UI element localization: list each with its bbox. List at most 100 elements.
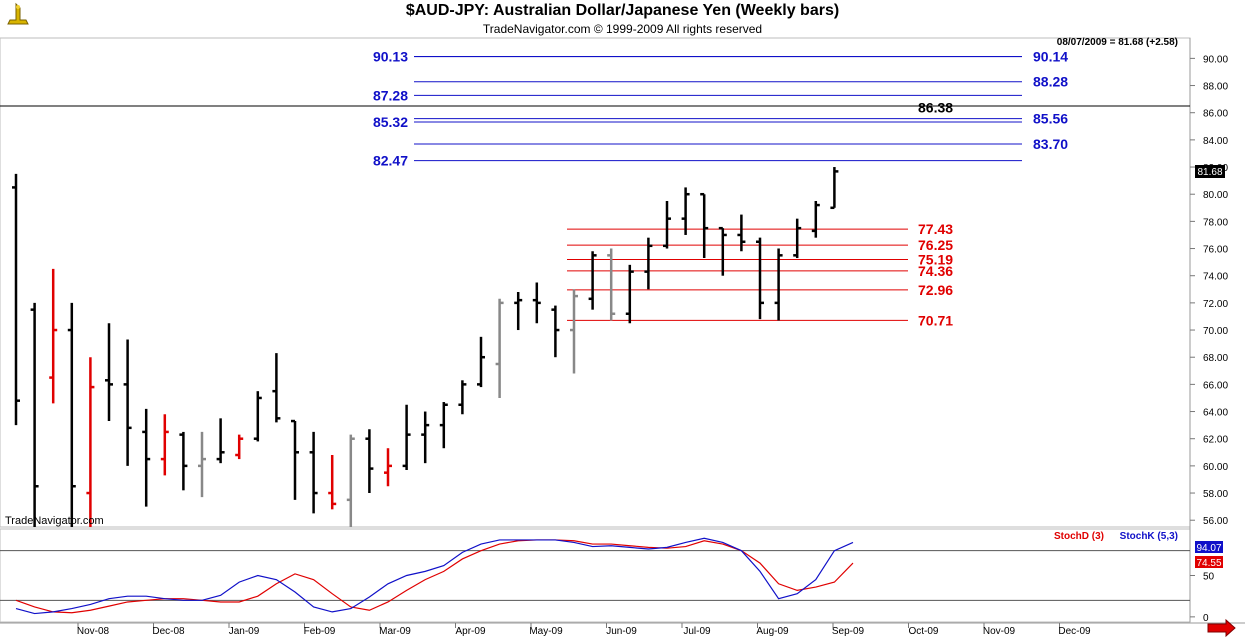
x-tick-label: Nov-09 — [983, 626, 1016, 637]
price-axis: 56.00 58.00 60.00 62.00 64.00 66.00 68.00 70.00… — [1190, 54, 1228, 527]
price-bar — [551, 305, 560, 358]
y-tick-label: 68.00 — [1203, 353, 1228, 364]
y-tick-label: 56.00 — [1203, 516, 1228, 527]
price-panel — [0, 37, 1191, 528]
price-bar — [570, 289, 578, 374]
last-quote-text: 08/07/2009 = 81.68 (+2.58) — [1057, 37, 1178, 48]
price-bar — [793, 218, 802, 259]
price-bar — [142, 408, 151, 507]
price-bar — [700, 192, 709, 259]
price-bar — [756, 237, 764, 320]
blue-level-label-left: 85.32 — [373, 114, 408, 130]
price-bar — [365, 429, 374, 494]
blue-level-label-right: 85.56 — [1033, 111, 1068, 127]
trade-navigator-logo-icon — [4, 2, 32, 33]
red-level-label: 75.19 — [918, 252, 953, 268]
x-tick-label: Jan-09 — [229, 626, 260, 637]
stoch-d-value: 74.55 — [1196, 558, 1221, 569]
x-tick-label: Sep-09 — [832, 626, 865, 637]
scroll-right-arrow-icon[interactable] — [1207, 618, 1236, 638]
stochastic-panel — [0, 528, 1191, 623]
price-bar — [30, 302, 39, 527]
x-tick-label: Apr-09 — [455, 626, 485, 637]
stochastic-lines: 0 50 — [0, 537, 1215, 624]
y-tick-label: 86.00 — [1203, 109, 1228, 120]
price-bar — [235, 434, 244, 460]
y-tick-label: 70.00 — [1203, 326, 1228, 337]
watermark-text: TradeNavigator.com — [5, 515, 104, 527]
price-bar — [216, 418, 225, 464]
red-level-label: 70.71 — [918, 312, 953, 328]
y-tick-label: 80.00 — [1203, 190, 1228, 201]
y-tick-label: 76.00 — [1203, 245, 1228, 256]
stoch-k-value: 94.07 — [1196, 543, 1221, 554]
x-tick-label: Dec-08 — [152, 626, 185, 637]
x-tick-label: Oct-09 — [908, 626, 938, 637]
stoch-k-legend: StochK (5,3) — [1120, 531, 1178, 542]
price-bar — [105, 323, 113, 422]
fibonacci-levels: 90.13 87.28 85.32 82.47 90.14 88.28 85.56 83.70… — [373, 48, 1068, 328]
y-tick-label: 60.00 — [1203, 462, 1228, 473]
x-tick-label: Aug-09 — [756, 626, 789, 637]
y-tick-label: 58.00 — [1203, 489, 1228, 500]
price-bar — [774, 248, 783, 321]
y-tick-label: 84.00 — [1203, 136, 1228, 147]
y-tick-label: 90.00 — [1203, 54, 1228, 65]
red-level-label: 74.36 — [918, 263, 953, 279]
price-bar — [663, 201, 671, 249]
y-tick-label: 88.00 — [1203, 82, 1228, 93]
price-bar — [607, 248, 616, 321]
y-tick-label: 64.00 — [1203, 408, 1228, 419]
x-tick-label: Nov-08 — [77, 626, 110, 637]
price-bar — [12, 173, 20, 426]
blue-level-label-right: 88.28 — [1033, 74, 1068, 90]
price-bar — [346, 434, 355, 527]
price-bar — [737, 214, 746, 252]
red-level-label: 76.25 — [918, 237, 953, 253]
x-tick-label: May-09 — [529, 626, 563, 637]
price-bar — [384, 448, 392, 487]
price-bar — [458, 380, 467, 415]
stoch-series-line — [15, 537, 854, 615]
price-bar — [495, 298, 504, 398]
stoch-k-badge — [1195, 541, 1223, 553]
price-bar — [588, 251, 597, 310]
blue-level-label-left: 90.13 — [373, 49, 408, 65]
blue-level-label-right: 83.70 — [1033, 136, 1068, 152]
y-tick-label: 74.00 — [1203, 272, 1228, 283]
price-bar — [477, 336, 485, 388]
price-bar — [272, 353, 281, 423]
red-level-label: 77.43 — [918, 221, 953, 237]
blue-level-label-left: 82.47 — [373, 153, 408, 169]
page-subtitle: TradeNavigator.com © 1999-2009 All right… — [482, 22, 763, 36]
price-bar — [291, 419, 299, 500]
price-bar — [830, 167, 839, 210]
y-tick-label: 66.00 — [1203, 380, 1228, 391]
price-bar — [625, 264, 634, 324]
x-tick-label: Dec-09 — [1058, 626, 1091, 637]
last-price-label: 81.68 — [1197, 167, 1222, 178]
x-tick-label: Feb-09 — [304, 626, 336, 637]
price-bar — [179, 431, 188, 491]
price-bar — [514, 292, 523, 331]
price-bar — [253, 391, 262, 442]
black-level-label: 86.38 — [918, 100, 953, 116]
stoch-series-line — [15, 539, 854, 614]
page-title: $AUD-JPY: Australian Dollar/Japanese Yen… — [405, 2, 840, 19]
price-bar — [86, 357, 95, 527]
x-tick-label: Jul-09 — [683, 626, 711, 637]
price-bar — [328, 455, 337, 510]
price-bars — [12, 167, 839, 527]
last-price-badge — [1195, 165, 1225, 178]
stoch-d-legend: StochD (3) — [1054, 531, 1104, 542]
price-bar — [198, 431, 206, 498]
blue-level-label-right: 90.14 — [1033, 48, 1068, 64]
price-bar — [718, 226, 727, 276]
price-bar — [309, 431, 318, 514]
y-tick-label: 72.00 — [1203, 299, 1228, 310]
price-bar — [532, 282, 541, 324]
date-axis: Nov-08 Dec-08 Jan-09 Feb-09 Mar-09 Apr-09 May-… — [77, 623, 1091, 637]
price-bar — [49, 268, 58, 404]
y-tick-label: 78.00 — [1203, 217, 1228, 228]
